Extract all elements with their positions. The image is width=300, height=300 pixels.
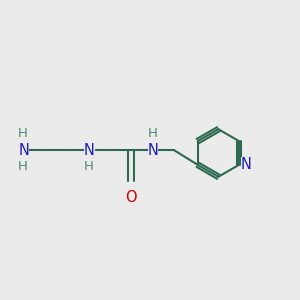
Text: N: N (241, 158, 252, 172)
Text: H: H (84, 160, 94, 173)
Text: N: N (84, 142, 94, 158)
Text: H: H (17, 160, 27, 173)
Text: O: O (125, 190, 136, 205)
Text: H: H (148, 127, 158, 140)
Text: N: N (148, 142, 158, 158)
Text: H: H (17, 127, 27, 140)
Text: N: N (18, 142, 29, 158)
